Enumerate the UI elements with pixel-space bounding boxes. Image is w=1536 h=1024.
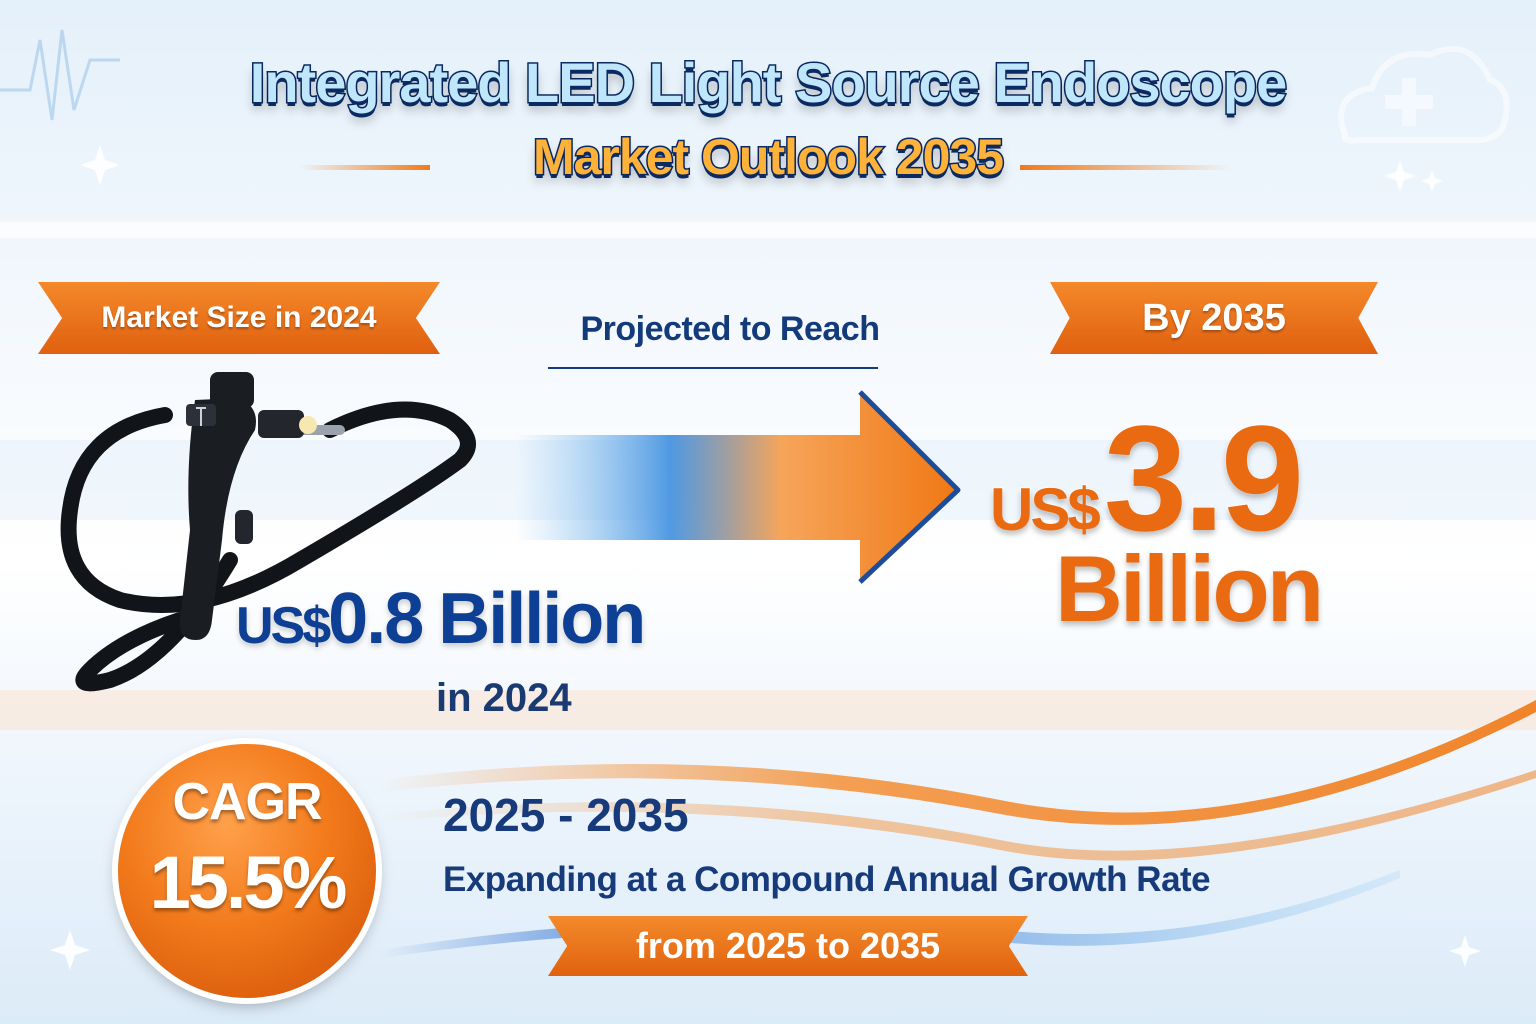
- page-subtitle: Market Outlook 2035: [531, 128, 1005, 187]
- value-2024-currency: US$: [235, 596, 332, 656]
- value-2035-currency: US$: [989, 475, 1102, 544]
- market-size-ribbon: Market Size in 2024: [38, 282, 440, 354]
- sparkle-icon: [50, 145, 1481, 970]
- value-2035: US$3.9: [989, 392, 1306, 565]
- value-2035-unit: Billion: [1054, 535, 1325, 642]
- cagr-range-banner: from 2025 to 2035: [548, 916, 1028, 976]
- cagr-value: 15.5%: [149, 841, 348, 924]
- endoscope-icon: [60, 372, 476, 692]
- title-rule-right: [1020, 165, 1230, 170]
- cagr-description: Expanding at a Compound Annual Growth Ra…: [443, 860, 1211, 899]
- value-2024-unit: Billion: [437, 578, 647, 660]
- cagr-label: CAGR: [172, 773, 322, 831]
- cagr-badge: CAGR 15.5%: [118, 744, 376, 998]
- page-title: Integrated LED Light Source Endoscope: [248, 50, 1288, 116]
- arrow-right-icon: [515, 390, 961, 584]
- projected-underline: [548, 367, 878, 369]
- value-2024-amount: 0.8: [327, 578, 425, 660]
- title-rule-left: [300, 165, 430, 170]
- value-2024: US$0.8 Billion: [235, 578, 647, 660]
- projected-label: Projected to Reach: [580, 310, 880, 348]
- value-2035-amount: 3.9: [1103, 393, 1306, 563]
- by-year-ribbon: By 2035: [1050, 282, 1378, 354]
- value-2024-caption: in 2024: [436, 676, 572, 720]
- cagr-period: 2025 - 2035: [443, 789, 689, 841]
- cloud-medical-icon: [1338, 45, 1510, 144]
